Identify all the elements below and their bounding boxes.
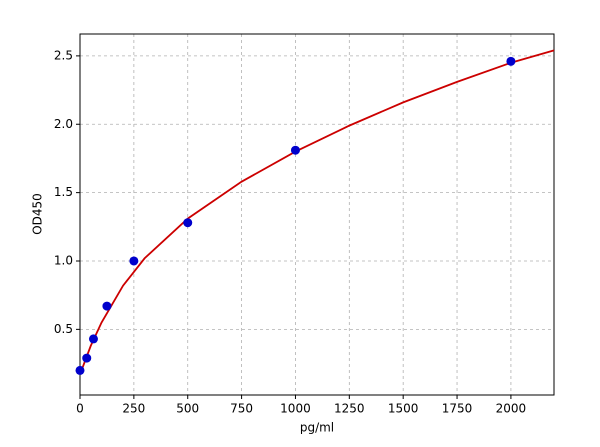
x-tick-label: 1750 <box>442 402 473 416</box>
x-tick-label: 1250 <box>334 402 365 416</box>
x-tick-label: 0 <box>76 402 84 416</box>
y-tick-label: 0.5 <box>54 322 73 336</box>
x-tick-label: 1000 <box>280 402 311 416</box>
y-tick-label: 1.5 <box>54 185 73 199</box>
data-point <box>88 334 98 344</box>
x-tick-label: 500 <box>176 402 199 416</box>
data-point <box>75 365 85 375</box>
data-point <box>183 218 193 228</box>
x-axis-label: pg/ml <box>300 421 334 435</box>
fit-curve <box>79 49 555 375</box>
x-tick-label: 250 <box>122 402 145 416</box>
data-point <box>82 353 92 363</box>
data-point <box>102 301 112 311</box>
data-point <box>129 256 139 266</box>
y-tick-label: 1.0 <box>54 253 73 267</box>
x-tick-label: 2000 <box>496 402 527 416</box>
y-axis-label: OD450 <box>31 193 45 235</box>
plot-frame <box>79 33 555 396</box>
y-tick-label: 2.5 <box>54 48 73 62</box>
x-tick-label: 750 <box>230 402 253 416</box>
y-tick-label: 2.0 <box>54 117 73 131</box>
data-point <box>506 56 516 66</box>
x-tick-label: 1500 <box>388 402 419 416</box>
data-point <box>290 145 300 155</box>
